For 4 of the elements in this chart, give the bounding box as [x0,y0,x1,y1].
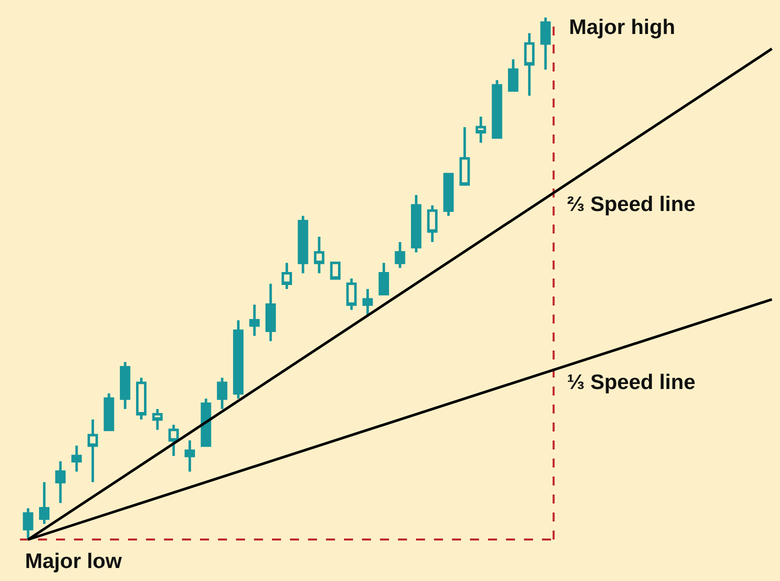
annotation: ⅓ Speed line [567,371,696,394]
annotation: Major high [569,16,676,39]
annotation: ⅔ Speed line [567,193,696,216]
text: Major low [25,550,123,573]
